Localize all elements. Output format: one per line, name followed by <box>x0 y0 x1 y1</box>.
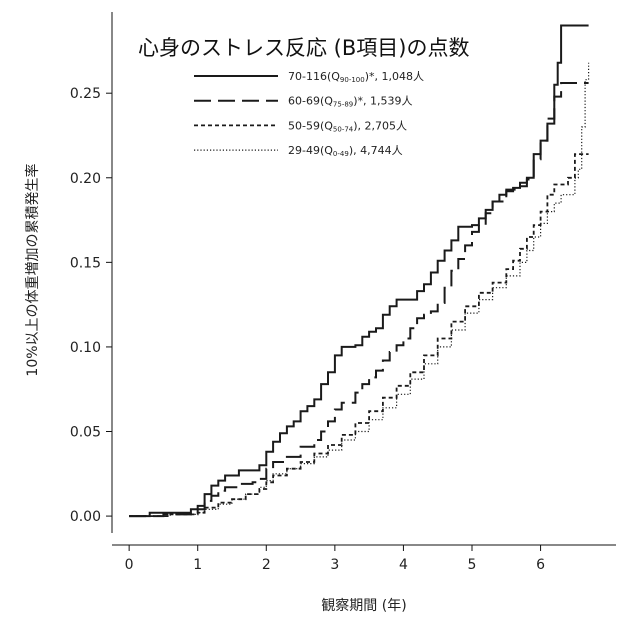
series-line-4 <box>129 62 590 517</box>
series-lines <box>129 24 590 518</box>
x-tick-label: 2 <box>262 557 271 573</box>
x-tick-label: 1 <box>193 557 202 573</box>
x-tick-label: 0 <box>125 557 134 573</box>
x-tick-label: 3 <box>330 557 339 573</box>
x-axis-title: 観察期間 (年) <box>321 597 406 614</box>
y-tick-label: 0.00 <box>70 509 101 525</box>
y-tick-label: 0.05 <box>70 425 101 441</box>
x-axis-ticks: 0 1 2 3 4 5 6 <box>125 545 545 573</box>
x-tick-label: 5 <box>468 557 477 573</box>
series-line-3 <box>129 153 589 517</box>
legend-label-3: 50-59(Q50-74), 2,705人 <box>288 119 407 133</box>
legend: 70-116(Q90-100)*, 1,048人 60-69(Q75-89)*, … <box>194 70 424 158</box>
x-tick-label: 4 <box>399 557 408 573</box>
y-tick-label: 0.20 <box>70 171 101 187</box>
series-line-2 <box>129 82 589 518</box>
x-tick-label: 6 <box>536 557 545 573</box>
legend-label-2: 60-69(Q75-89)*, 1,539人 <box>288 95 413 109</box>
legend-label-4: 29-49(Q0-49), 4,744人 <box>288 144 403 158</box>
y-tick-label: 0.15 <box>70 255 101 271</box>
y-tick-label: 0.25 <box>70 86 101 102</box>
y-axis-title: 10%以上の体重増加の累積発生率 <box>24 163 41 376</box>
y-axis-ticks: 0.00 0.05 0.10 0.15 0.20 0.25 <box>70 86 112 525</box>
legend-label-1: 70-116(Q90-100)*, 1,048人 <box>288 70 424 84</box>
y-tick-label: 0.10 <box>70 340 101 356</box>
chart-title: 心身のストレス反応 (B項目)の点数 <box>138 36 469 60</box>
